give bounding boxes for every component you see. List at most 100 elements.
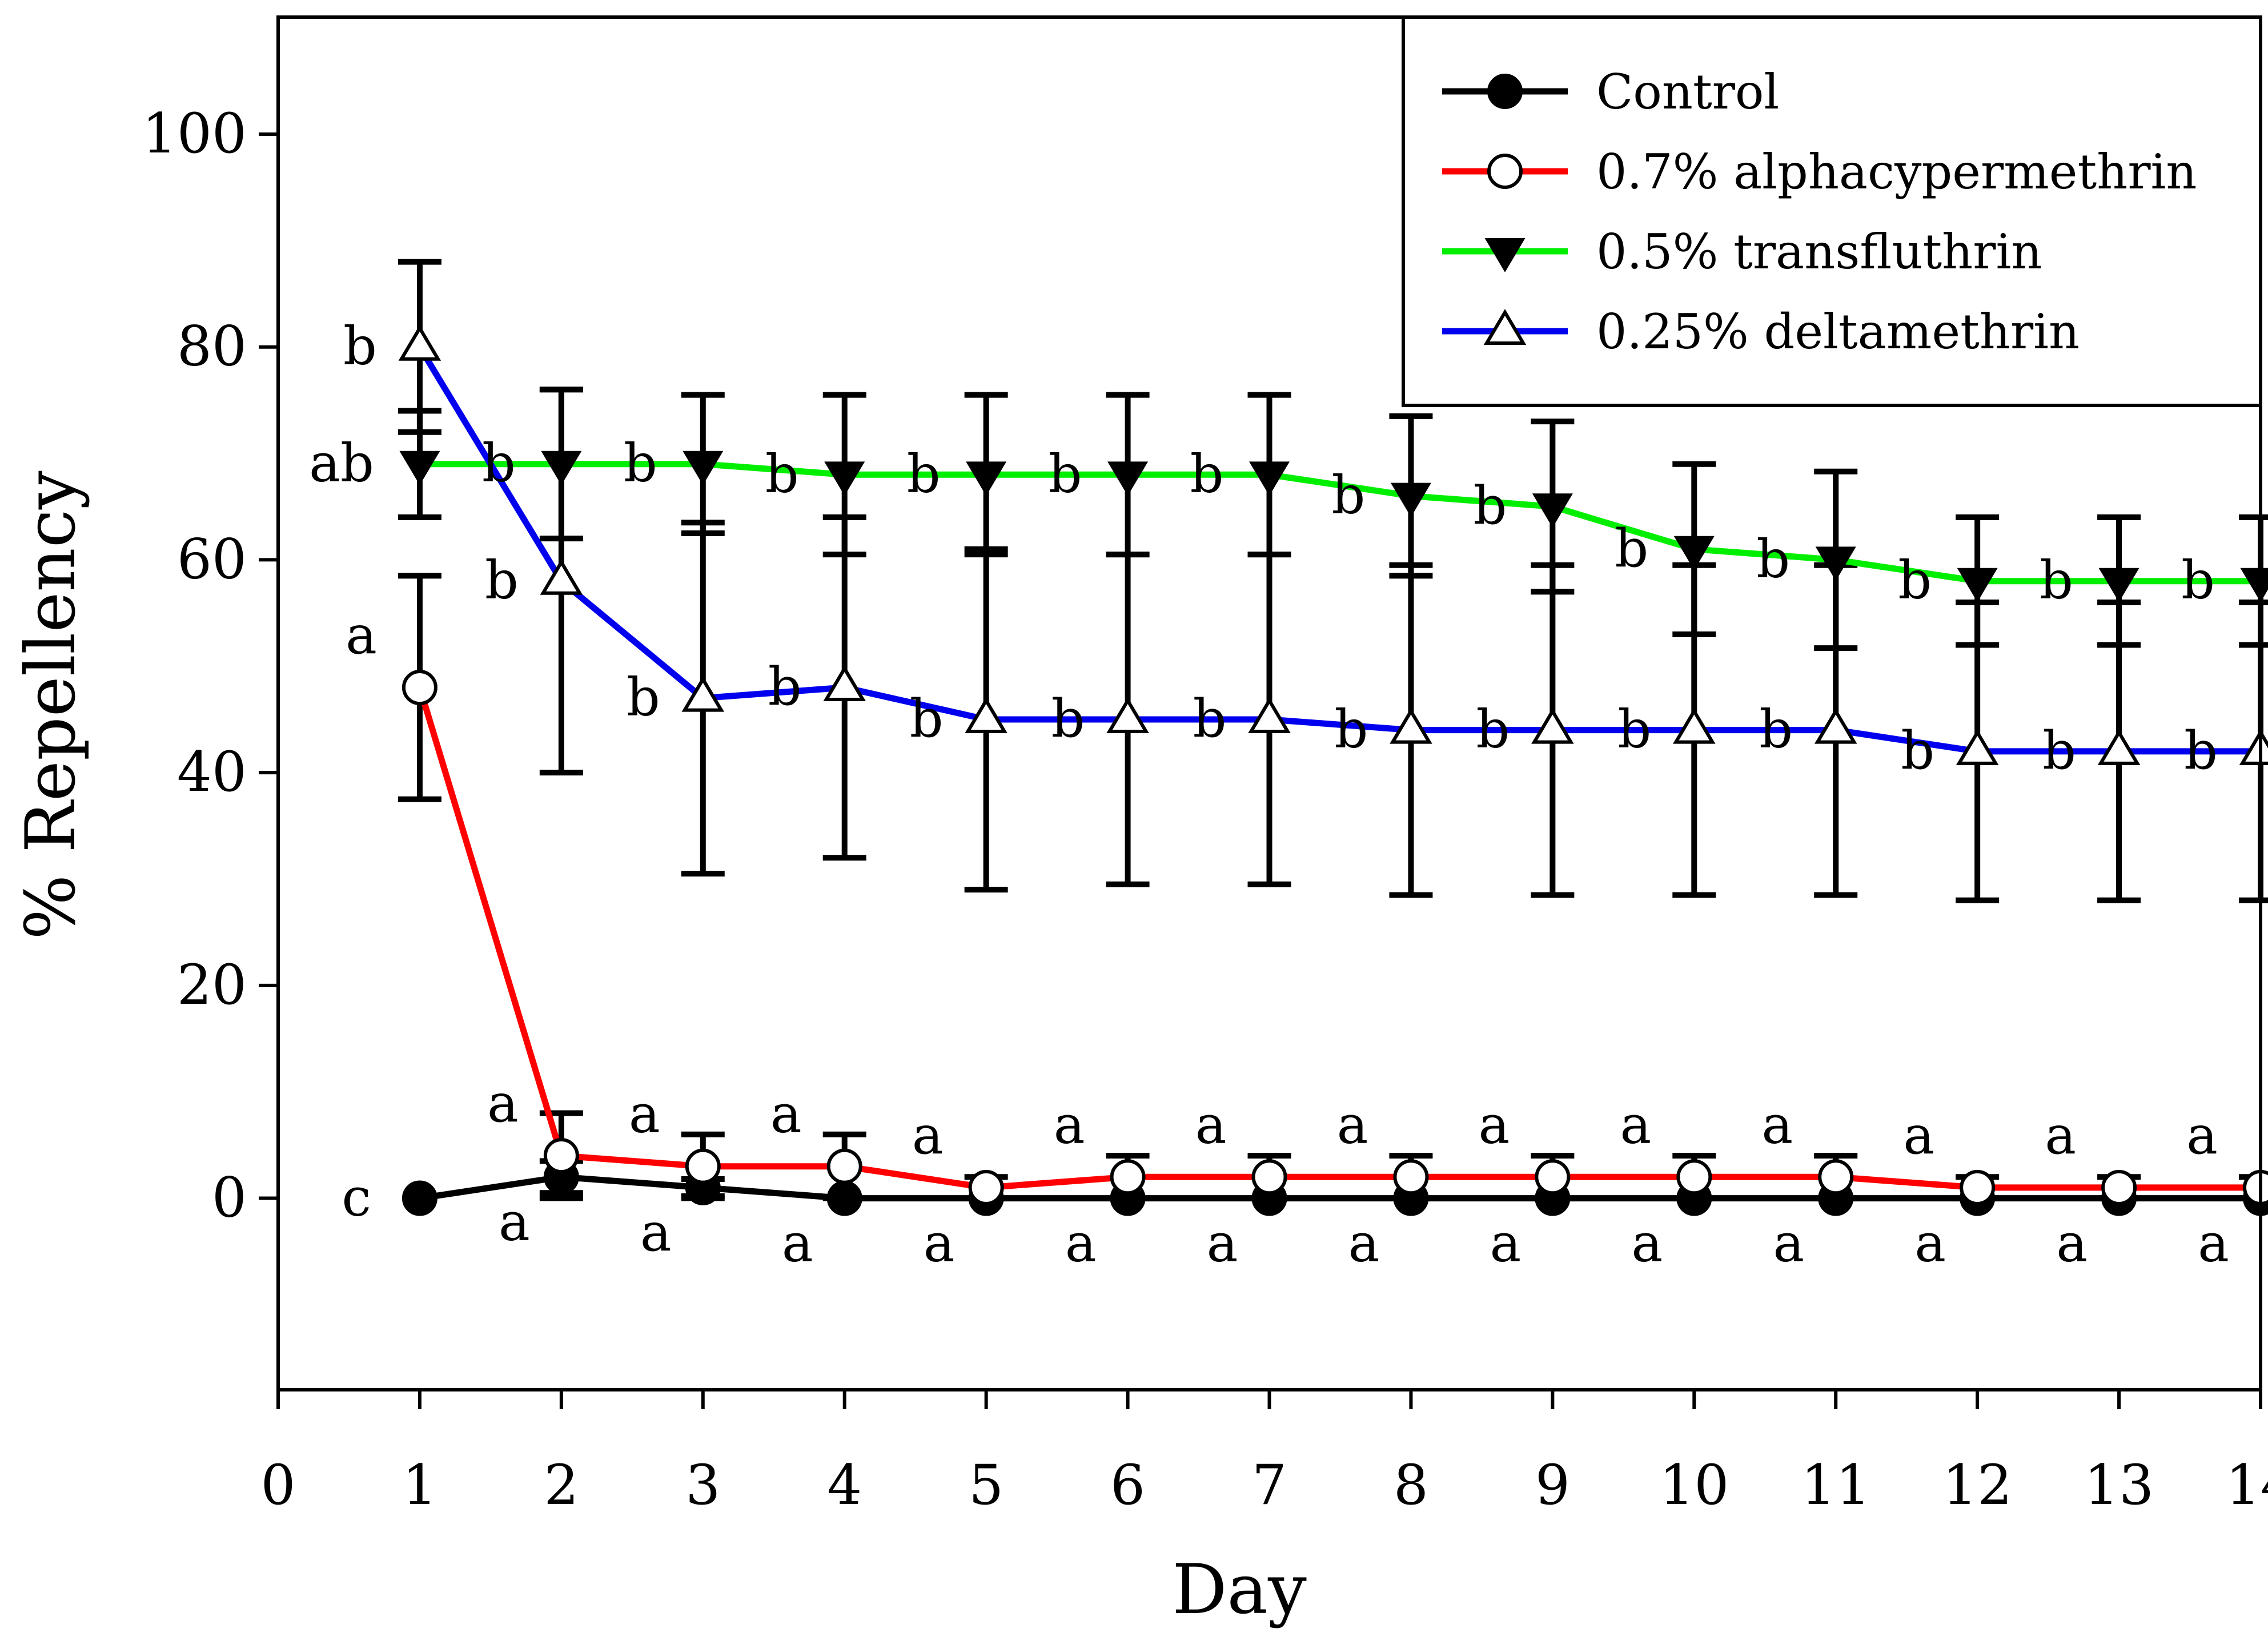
significance-letter-0-5-transfluthrin: b [1615, 518, 1648, 579]
data-point-0-25-deltamethrin [681, 675, 725, 712]
data-point-0-7-alphacypermethrin [1251, 1159, 1287, 1195]
x-tick-label: 14 [2226, 1453, 2268, 1517]
significance-letter-0-7-alphacypermethrin: a [1478, 1094, 1510, 1155]
significance-letter-control: a [1773, 1213, 1804, 1274]
x-tick-label: 3 [685, 1453, 720, 1517]
significance-letter-0-5-transfluthrin: b [1898, 550, 1932, 611]
data-point-0-25-deltamethrin [1248, 697, 1291, 733]
x-tick-label: 12 [1942, 1453, 2012, 1517]
data-point-0-7-alphacypermethrin [2101, 1169, 2137, 1205]
data-point-0-7-alphacypermethrin [543, 1138, 579, 1174]
legend: Control 0.7% alphacypermethrin 0.5% transf… [1402, 15, 2262, 407]
significance-letter-0-25-deltamethrin: b [627, 667, 660, 728]
significance-letter-control: c [342, 1167, 371, 1228]
significance-letter-0-7-alphacypermethrin: a [2186, 1105, 2218, 1166]
data-point-0-5-transfluthrin [966, 461, 1007, 496]
x-tick-label: 4 [827, 1453, 862, 1517]
data-point-0-7-alphacypermethrin [2243, 1169, 2268, 1205]
significance-letter-0-5-transfluthrin: b [1473, 475, 1507, 536]
y-tick-label: 100 [142, 102, 247, 166]
significance-letter-0-7-alphacypermethrin: a [770, 1084, 802, 1145]
significance-letters: c a a a a a a a a a a a a aaa a a a a a a a a a a a aab b b b b b b b bb b… [309, 316, 2229, 1274]
data-point-0-5-transfluthrin [2098, 568, 2139, 602]
significance-letter-0-7-alphacypermethrin: a [2045, 1105, 2076, 1166]
significance-letter-control: a [640, 1202, 672, 1263]
significance-letter-0-7-alphacypermethrin: a [487, 1073, 519, 1134]
data-point-0-7-alphacypermethrin [968, 1169, 1004, 1205]
significance-letter-0-7-alphacypermethrin: a [1337, 1094, 1368, 1155]
data-point-0-5-transfluthrin [1249, 461, 1290, 496]
legend-box [1402, 15, 2262, 407]
x-tick-label: 13 [2084, 1453, 2154, 1517]
data-point-0-7-alphacypermethrin [1960, 1169, 1996, 1205]
data-point-0-5-transfluthrin [1390, 482, 1431, 517]
significance-letter-control: a [1914, 1213, 1946, 1274]
significance-letter-control: a [1065, 1213, 1097, 1274]
significance-letter-0-25-deltamethrin: b [343, 316, 377, 377]
data-point-0-7-alphacypermethrin [826, 1148, 862, 1184]
significance-letter-0-5-transfluthrin: b [1190, 443, 1224, 504]
data-point-0-7-alphacypermethrin [402, 670, 437, 706]
significance-letter-0-5-transfluthrin: b [1049, 443, 1082, 504]
significance-letter-0-25-deltamethrin: b [485, 550, 519, 611]
data-point-0-5-transfluthrin [1532, 493, 1573, 528]
data-point-0-5-transfluthrin [824, 461, 865, 496]
series-line-0-25-deltamethrin [417, 345, 2261, 755]
x-tick-label: 9 [1535, 1453, 1570, 1517]
data-point-0-7-alphacypermethrin [1676, 1159, 1712, 1195]
significance-letter-0-25-deltamethrin: b [768, 656, 802, 717]
significance-letter-0-7-alphacypermethrin: a [629, 1084, 660, 1145]
data-point-control [826, 1180, 862, 1216]
data-point-0-25-deltamethrin [823, 665, 866, 702]
data-point-0-25-deltamethrin [398, 324, 441, 361]
legend-marker-0-7-alphacypermethrin [1487, 154, 1523, 189]
data-point-0-25-deltamethrin [965, 697, 1007, 733]
x-tick-label: 6 [1110, 1453, 1145, 1517]
series-line-0-5-transfluthrin [419, 461, 2261, 585]
data-point-0-25-deltamethrin [2097, 729, 2141, 765]
significance-letter-0-5-transfluthrin: b [2040, 550, 2073, 611]
data-point-0-5-transfluthrin [1815, 546, 1856, 581]
x-tick-label: 5 [969, 1453, 1003, 1517]
x-tick-label: 11 [1801, 1453, 1870, 1517]
significance-letter-0-5-transfluthrin: ab [309, 433, 374, 494]
significance-letter-0-25-deltamethrin: b [1476, 699, 1510, 760]
significance-letter-0-7-alphacypermethrin: a [912, 1105, 944, 1166]
data-point-0-5-transfluthrin [1957, 568, 1998, 602]
data-point-0-5-transfluthrin [541, 451, 582, 485]
data-point-0-7-alphacypermethrin [685, 1148, 721, 1184]
legend-marker-0-5-transfluthrin [1484, 238, 1526, 272]
significance-letter-control: a [1207, 1213, 1238, 1274]
significance-letter-0-7-alphacypermethrin: a [1195, 1094, 1227, 1155]
significance-letter-0-25-deltamethrin: b [1193, 688, 1227, 749]
data-point-0-7-alphacypermethrin [1110, 1159, 1146, 1195]
significance-letter-0-5-transfluthrin: b [482, 433, 516, 494]
significance-letter-0-5-transfluthrin: b [907, 443, 941, 504]
data-point-0-25-deltamethrin [1531, 707, 1574, 744]
legend-marker-0-25-deltamethrin [1483, 309, 1527, 345]
axes: 02040608010001234567891011121314 [142, 102, 2268, 1517]
legend-label-0-7-alphacypermethrin: 0.7% alphacypermethrin [1596, 144, 2197, 200]
data-point-0-5-transfluthrin [683, 451, 724, 485]
x-tick-label: 7 [1252, 1453, 1287, 1517]
significance-letter-0-25-deltamethrin: b [1051, 688, 1085, 749]
significance-letter-0-5-transfluthrin: b [1756, 528, 1790, 589]
y-tick-label: 60 [177, 527, 247, 591]
significance-letter-0-7-alphacypermethrin: a [1903, 1105, 1934, 1166]
significance-letter-0-7-alphacypermethrin: a [1054, 1094, 1085, 1155]
data-point-0-5-transfluthrin [1107, 461, 1149, 496]
y-axis-title: % Repellency [11, 470, 91, 940]
x-tick-label: 8 [1394, 1453, 1428, 1517]
legend-marker-control [1487, 74, 1523, 109]
data-point-0-5-transfluthrin [1673, 536, 1715, 570]
x-tick-label: 10 [1659, 1453, 1729, 1517]
significance-letter-control: a [782, 1213, 813, 1274]
x-tick-label: 1 [402, 1453, 437, 1517]
significance-letter-control: a [1631, 1213, 1663, 1274]
significance-letter-0-5-transfluthrin: b [624, 433, 657, 494]
significance-letter-0-7-alphacypermethrin: a [1761, 1094, 1793, 1155]
data-point-0-25-deltamethrin [1956, 729, 1999, 765]
significance-letter-control: a [2198, 1213, 2229, 1274]
series-line-0-7-alphacypermethrin [416, 686, 2261, 1191]
data-point-0-25-deltamethrin [1106, 697, 1149, 733]
